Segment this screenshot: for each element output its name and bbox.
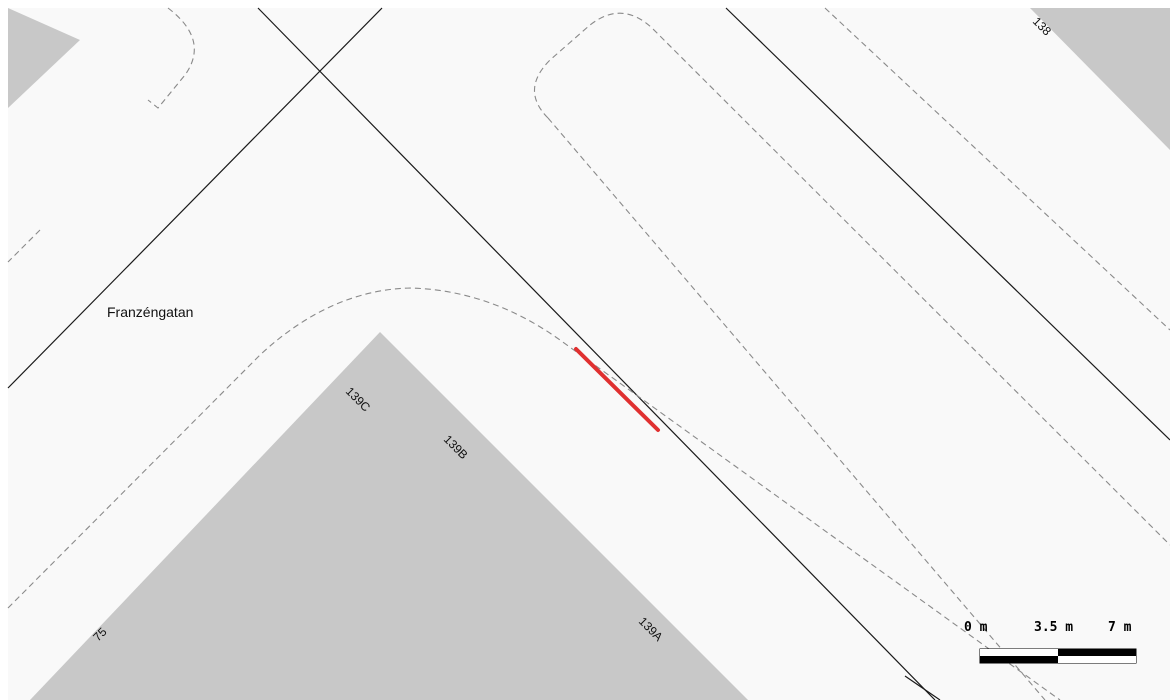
scale-label-start: 0 m [964,620,988,635]
building-top-left [8,8,80,108]
kerb-left-short [7,229,41,263]
scale-bar: 0 m 3.5 m 7 m [964,620,1137,664]
kerb-top-left-island [147,7,195,109]
kerb-median-island [534,12,1170,546]
kerb-lines [7,7,1170,700]
scale-bar-segment-bottom-left [980,656,1058,663]
street-label-franzengatan: Franzéngatan [107,304,193,320]
scale-bar-segment-top-left [980,649,1058,656]
building-138 [1030,8,1170,150]
building-139 [30,332,748,700]
highlighted-segment[interactable] [574,347,660,432]
road-edge-diagonal-main [257,7,936,700]
scale-bar-segment-bottom-right [1058,656,1136,663]
road-edge-diagonal-east [725,7,1170,441]
kerb-east [824,7,1170,331]
scale-label-end: 7 m [1108,620,1132,635]
kerb-curve-south [7,287,1061,700]
road-edge-bottom-corner [904,675,941,700]
scale-bar-segment-top-right [1058,649,1136,656]
road-edges [7,7,1170,700]
scale-label-mid: 3.5 m [1034,620,1073,635]
kerb-median-lower [547,117,1046,700]
